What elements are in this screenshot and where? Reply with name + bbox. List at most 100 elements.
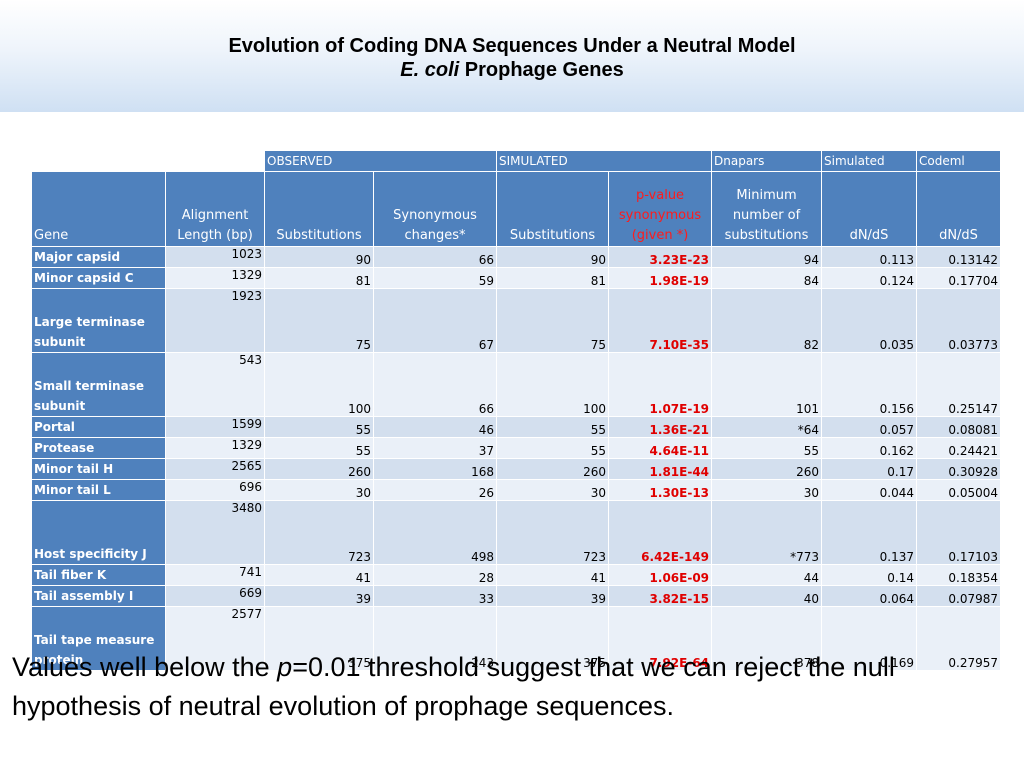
cell-pvalue: 1.81E-44 xyxy=(608,458,713,480)
cell-min-substitutions: 82 xyxy=(711,288,823,353)
cell-dnds-codeml: 0.27957 xyxy=(916,606,1002,671)
cell-synonymous-changes: 66 xyxy=(372,352,498,417)
caption-start: Values well below the xyxy=(12,652,278,682)
cell-pvalue: 7.10E-35 xyxy=(608,288,713,353)
cell-alignment-length: 1923 xyxy=(165,288,265,353)
caption-p-symbol: p xyxy=(277,652,293,682)
col-header-pvalue: p-value synonymous (given *) xyxy=(608,171,713,247)
cell-alignment-length: 1329 xyxy=(165,437,265,459)
cell-alignment-length: 2565 xyxy=(165,458,265,480)
cell-pvalue: 3.23E-23 xyxy=(608,246,713,268)
cell-alignment-length: 3480 xyxy=(165,500,265,565)
cell-simulated-substitutions: 39 xyxy=(496,585,610,607)
cell-synonymous-changes: 26 xyxy=(372,479,498,501)
cell-synonymous-changes: 243 xyxy=(372,606,498,671)
group-dnapars: Dnapars xyxy=(711,150,823,172)
cell-alignment-length: 2577 xyxy=(165,606,265,671)
cell-dnds-simulated: 0.035 xyxy=(821,288,918,353)
cell-observed-substitutions: 100 xyxy=(264,352,374,417)
col-header-gene: Gene xyxy=(31,171,166,247)
cell-simulated-substitutions: 260 xyxy=(496,458,610,480)
cell-observed-substitutions: 30 xyxy=(264,479,374,501)
cell-dnds-simulated: 0.169 xyxy=(821,606,918,671)
table-row: Host specificity J 3480 723 498 723 6.42E-149… xyxy=(31,500,1002,565)
cell-min-substitutions: 94 xyxy=(711,246,823,268)
group-simulated: SIMULATED xyxy=(496,150,713,172)
table-body: Major capsid 1023 90 66 90 3.23E-23 94 0.113 0.1… xyxy=(31,246,1002,671)
cell-min-substitutions: 378 xyxy=(711,606,823,671)
cell-simulated-substitutions: 41 xyxy=(496,564,610,586)
title-line-2-rest: Prophage Genes xyxy=(459,59,624,81)
cell-simulated-substitutions: 100 xyxy=(496,352,610,417)
cell-min-substitutions: 101 xyxy=(711,352,823,417)
cell-observed-substitutions: 723 xyxy=(264,500,374,565)
cell-synonymous-changes: 59 xyxy=(372,267,498,289)
cell-dnds-simulated: 0.057 xyxy=(821,416,918,438)
title-line-1: Evolution of Coding DNA Sequences Under … xyxy=(228,35,796,57)
cell-synonymous-changes: 33 xyxy=(372,585,498,607)
cell-simulated-substitutions: 90 xyxy=(496,246,610,268)
cell-gene: Small terminase subunit xyxy=(31,352,166,417)
conclusion-caption: Values well below the p=0.01 threshold s… xyxy=(12,648,1017,726)
cell-gene: Minor tail H xyxy=(31,458,166,480)
cell-observed-substitutions: 55 xyxy=(264,416,374,438)
cell-pvalue: 4.64E-11 xyxy=(608,437,713,459)
cell-dnds-simulated: 0.124 xyxy=(821,267,918,289)
cell-gene: Tail tape measure protein xyxy=(31,606,166,671)
cell-dnds-codeml: 0.13142 xyxy=(916,246,1002,268)
cell-pvalue: 6.42E-149 xyxy=(608,500,713,565)
col-header-alignment: Alignment Length (bp) xyxy=(165,171,265,247)
cell-synonymous-changes: 37 xyxy=(372,437,498,459)
cell-synonymous-changes: 67 xyxy=(372,288,498,353)
cell-synonymous-changes: 498 xyxy=(372,500,498,565)
cell-synonymous-changes: 46 xyxy=(372,416,498,438)
cell-min-substitutions: 40 xyxy=(711,585,823,607)
cell-simulated-substitutions: 81 xyxy=(496,267,610,289)
cell-alignment-length: 1023 xyxy=(165,246,265,268)
cell-observed-substitutions: 260 xyxy=(264,458,374,480)
cell-alignment-length: 543 xyxy=(165,352,265,417)
cell-dnds-simulated: 0.064 xyxy=(821,585,918,607)
col-header-sim-substitutions: Substitutions xyxy=(496,171,610,247)
cell-synonymous-changes: 168 xyxy=(372,458,498,480)
cell-simulated-substitutions: 55 xyxy=(496,437,610,459)
cell-pvalue: 1.30E-13 xyxy=(608,479,713,501)
cell-alignment-length: 1599 xyxy=(165,416,265,438)
cell-alignment-length: 1329 xyxy=(165,267,265,289)
table-row: Small terminase subunit 543 100 66 100 1.07E-… xyxy=(31,352,1002,417)
cell-min-substitutions: 84 xyxy=(711,267,823,289)
results-table: OBSERVED SIMULATED Dnapars Simulated Cod… xyxy=(31,150,1002,671)
cell-pvalue: 3.82E-15 xyxy=(608,585,713,607)
cell-observed-substitutions: 55 xyxy=(264,437,374,459)
cell-pvalue: 1.06E-09 xyxy=(608,564,713,586)
cell-observed-substitutions: 39 xyxy=(264,585,374,607)
group-observed: OBSERVED xyxy=(263,150,498,172)
cell-pvalue: 1.98E-19 xyxy=(608,267,713,289)
group-simulated-2: Simulated xyxy=(821,150,918,172)
cell-dnds-simulated: 0.162 xyxy=(821,437,918,459)
cell-dnds-codeml: 0.25147 xyxy=(916,352,1002,417)
slide-title: Evolution of Coding DNA Sequences Under … xyxy=(0,34,1024,82)
table-row: Tail assembly I 669 39 33 39 3.82E-15 40 0.064 0… xyxy=(31,585,1002,607)
cell-dnds-codeml: 0.08081 xyxy=(916,416,1002,438)
table-row: Minor tail H 2565 260 168 260 1.81E-44 260 0.17… xyxy=(31,458,1002,480)
cell-min-substitutions: 44 xyxy=(711,564,823,586)
cell-gene: Tail fiber K xyxy=(31,564,166,586)
col-header-min-substitutions: Minimum number of substitutions xyxy=(711,171,823,247)
cell-simulated-substitutions: 375 xyxy=(496,606,610,671)
cell-observed-substitutions: 41 xyxy=(264,564,374,586)
table-row: Tail fiber K 741 41 28 41 1.06E-09 44 0.14 0.183… xyxy=(31,564,1002,586)
cell-min-substitutions: 30 xyxy=(711,479,823,501)
cell-gene: Large terminase subunit xyxy=(31,288,166,353)
cell-dnds-simulated: 0.17 xyxy=(821,458,918,480)
cell-dnds-simulated: 0.14 xyxy=(821,564,918,586)
title-species: E. coli xyxy=(400,59,460,81)
table-row: Major capsid 1023 90 66 90 3.23E-23 94 0.113 0.1… xyxy=(31,246,1002,268)
cell-gene: Portal xyxy=(31,416,166,438)
cell-gene: Major capsid xyxy=(31,246,166,268)
cell-dnds-codeml: 0.18354 xyxy=(916,564,1002,586)
table-row: Minor tail L 696 30 26 30 1.30E-13 30 0.044 0.05… xyxy=(31,479,1002,501)
cell-dnds-codeml: 0.17704 xyxy=(916,267,1002,289)
table-row: Large terminase subunit 1923 75 67 75 7.10E-3… xyxy=(31,288,1002,353)
table-row: Minor capsid C 1329 81 59 81 1.98E-19 84 0.124 0… xyxy=(31,267,1002,289)
